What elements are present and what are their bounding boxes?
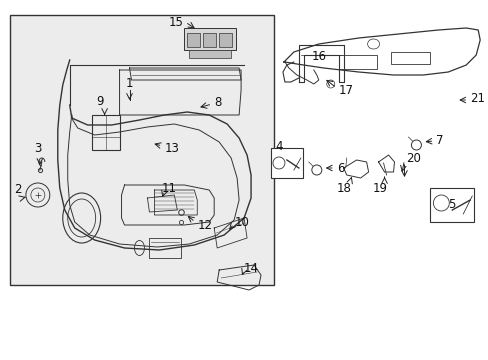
Bar xyxy=(10,15,273,285)
Text: 19: 19 xyxy=(372,182,387,195)
Text: 21: 21 xyxy=(469,91,484,104)
Bar xyxy=(149,238,181,258)
Text: 6: 6 xyxy=(336,162,344,175)
Text: 10: 10 xyxy=(235,216,249,229)
Text: 13: 13 xyxy=(164,141,179,154)
Text: 5: 5 xyxy=(447,198,455,211)
Text: 7: 7 xyxy=(435,134,443,147)
Text: 14: 14 xyxy=(244,261,259,275)
Bar xyxy=(91,115,119,150)
Text: 4: 4 xyxy=(275,140,282,153)
Bar xyxy=(270,148,302,178)
Bar xyxy=(219,33,232,47)
Text: 20: 20 xyxy=(406,152,421,165)
Bar xyxy=(189,50,231,58)
Text: 11: 11 xyxy=(161,181,176,194)
Text: 12: 12 xyxy=(197,219,212,231)
Text: 16: 16 xyxy=(311,50,325,63)
Text: 15: 15 xyxy=(168,15,183,28)
Text: 18: 18 xyxy=(336,182,350,195)
Bar xyxy=(390,52,429,64)
Text: 1: 1 xyxy=(125,77,133,90)
Text: 8: 8 xyxy=(214,95,221,108)
Bar xyxy=(338,55,376,69)
Bar xyxy=(187,33,200,47)
Bar xyxy=(184,28,236,50)
Text: 9: 9 xyxy=(96,95,103,108)
Bar xyxy=(429,188,473,222)
Text: 2: 2 xyxy=(14,183,21,196)
Text: 17: 17 xyxy=(338,84,353,96)
Text: 3: 3 xyxy=(34,142,41,155)
Bar xyxy=(203,33,216,47)
